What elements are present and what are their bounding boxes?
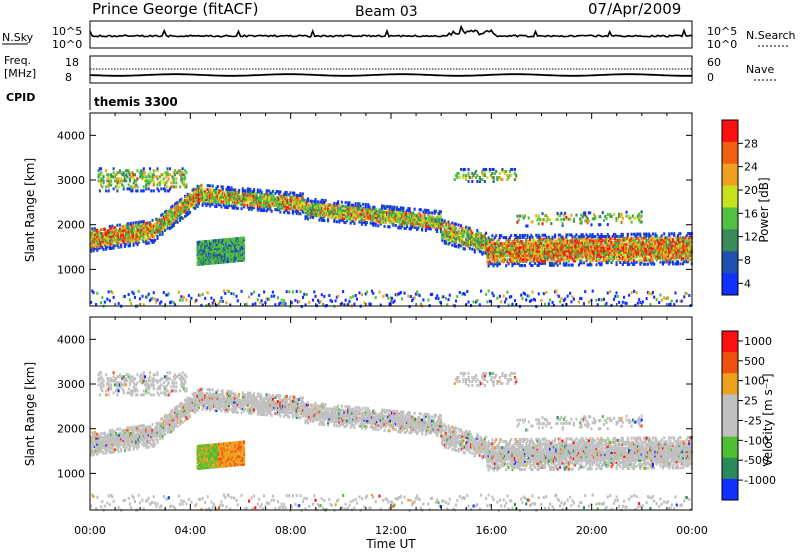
x-tick-label: 16:00 — [475, 524, 507, 537]
colorbar-swatch — [722, 229, 738, 252]
cpid-value: themis 3300 — [94, 95, 178, 109]
colorbar-swatch — [722, 207, 738, 230]
date-label: 07/Apr/2009 — [588, 0, 681, 18]
y-tick-label: 3000 — [57, 378, 85, 391]
colorbar-swatch — [722, 251, 738, 274]
nsky-tick-top: 10^5 — [52, 25, 82, 38]
y-tick-label: 2000 — [57, 219, 85, 232]
colorbar-swatch — [722, 141, 738, 165]
colorbar-swatch — [722, 457, 738, 480]
velocity-ylabel: Slant Range [km] — [23, 362, 37, 466]
nsearch-tick-top: 10^5 — [707, 25, 737, 38]
power-colorbar: 28 24 20 16 12 8 4 — [721, 119, 758, 296]
nsky-tick-bottom: 10^0 — [52, 38, 82, 51]
nave-tick-bottom: 0 — [707, 71, 714, 84]
colorbar-tick-label: 25 — [744, 395, 758, 408]
power-scatter-layer — [90, 167, 693, 309]
nave-tick-top: 60 — [707, 56, 721, 69]
colorbar-swatch — [722, 120, 738, 143]
nave-label: Nave — [746, 63, 774, 76]
freq-trace — [89, 73, 692, 77]
time-axis: 00:00 04:00 08:00 12:00 16:00 20:00 00:00 — [74, 524, 708, 537]
colorbar-tick-label: 12 — [744, 231, 758, 244]
colorbar-swatch — [722, 331, 738, 353]
colorbar-tick-label: 500 — [744, 355, 765, 368]
colorbar-swatch — [722, 436, 738, 459]
colorbar-swatch — [722, 273, 738, 296]
x-tick-label: 04:00 — [174, 524, 206, 537]
nsky-label: N.Sky — [2, 31, 34, 44]
cpid-label: CPID — [6, 91, 35, 104]
colorbar-tick-label: 20 — [744, 184, 758, 197]
y-tick-label: 1000 — [57, 467, 85, 480]
power-axis-ticks: 1000 2000 3000 4000 — [57, 113, 693, 306]
freq-unit-label: [MHz] — [4, 67, 36, 80]
nsky-trace — [89, 24, 693, 38]
velocity-colorbar-label: Velocity [m s⁻¹] — [761, 373, 775, 466]
colorbar-tick-label: 8 — [744, 254, 751, 267]
x-tick-label: 12:00 — [375, 524, 407, 537]
colorbar-tick-label: -1000 — [744, 474, 776, 487]
colorbar-tick-label: 24 — [744, 161, 758, 174]
colorbar-tick-label: 1000 — [744, 335, 772, 348]
colorbar-swatch — [722, 373, 738, 395]
colorbar-tick-label: -500 — [744, 454, 769, 467]
x-tick-label: 00:00 — [676, 524, 708, 537]
colorbar-swatch — [722, 415, 738, 438]
colorbar-tick-label: 28 — [744, 137, 758, 150]
nsearch-label: N.Search — [746, 29, 796, 42]
nsky-panel — [89, 20, 693, 49]
velocity-colorbar: 1000 500 100 25 -25 -100 -500 -1000 — [721, 330, 776, 501]
colorbar-tick-label: 4 — [744, 277, 751, 290]
station-title: Prince George (fitACF) — [92, 0, 258, 18]
nsearch-tick-bottom: 10^0 — [707, 38, 737, 51]
colorbar-swatch — [722, 352, 738, 374]
y-tick-label: 4000 — [57, 129, 85, 142]
beam-label: Beam 03 — [355, 4, 418, 20]
power-ylabel: Slant Range [km] — [23, 158, 37, 262]
velocity-axis-ticks: 1000 2000 3000 4000 — [57, 317, 693, 510]
colorbar-tick-label: 100 — [744, 375, 765, 388]
colorbar-swatch — [722, 478, 738, 501]
freq-tick-top: 18 — [65, 56, 79, 69]
colorbar-swatch — [722, 394, 738, 416]
time-axis-label: Time UT — [365, 537, 416, 551]
x-tick-label: 20:00 — [576, 524, 608, 537]
y-tick-label: 2000 — [57, 423, 85, 436]
freq-label: Freq. — [4, 54, 31, 67]
x-tick-label: 08:00 — [275, 524, 307, 537]
power-colorbar-label: Power [dB] — [757, 177, 771, 242]
x-tick-label: 00:00 — [74, 524, 106, 537]
y-tick-label: 3000 — [57, 174, 85, 187]
y-tick-label: 1000 — [57, 263, 85, 276]
colorbar-tick-label: -25 — [744, 414, 762, 427]
colorbar-tick-label: 16 — [744, 207, 758, 220]
y-tick-label: 4000 — [57, 333, 85, 346]
freq-tick-bottom: 8 — [65, 71, 72, 84]
colorbar-swatch — [722, 163, 738, 187]
velocity-scatter-layer — [90, 371, 693, 513]
colorbar-tick-label: -100 — [744, 434, 769, 447]
colorbar-swatch — [722, 185, 738, 208]
